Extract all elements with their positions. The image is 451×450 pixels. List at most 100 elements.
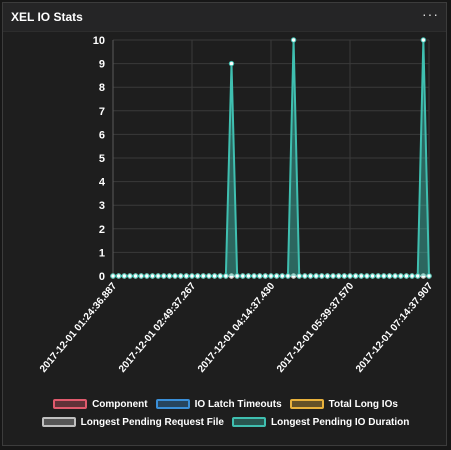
data-point-longest-pending-io-duration[interactable] bbox=[166, 273, 173, 279]
data-point-longest-pending-io-duration[interactable] bbox=[132, 273, 139, 279]
data-point-longest-pending-io-duration[interactable] bbox=[217, 273, 223, 279]
legend-swatch-component bbox=[53, 399, 88, 409]
legend-item-io-latch-timeouts[interactable]: IO Latch Timeouts bbox=[155, 398, 282, 410]
data-point-longest-pending-io-duration[interactable] bbox=[155, 273, 161, 279]
data-point-longest-pending-io-duration[interactable] bbox=[234, 273, 240, 279]
data-point-longest-pending-request-file[interactable] bbox=[420, 273, 427, 279]
legend-label-longest-pending-io-duration: Longest Pending IO Duration bbox=[271, 416, 410, 428]
data-point-longest-pending-io-duration[interactable] bbox=[358, 273, 364, 279]
data-point-longest-pending-io-duration[interactable] bbox=[183, 273, 190, 279]
data-point-longest-pending-io-duration[interactable] bbox=[127, 273, 133, 279]
y-tick-label: 0 bbox=[99, 271, 105, 283]
data-point-longest-pending-io-duration[interactable] bbox=[268, 273, 274, 279]
data-point-longest-pending-io-duration[interactable] bbox=[403, 273, 410, 279]
data-point-longest-pending-io-duration[interactable] bbox=[257, 273, 263, 279]
x-tick-label: 2017-12-01 07:14:37.907 bbox=[354, 281, 436, 375]
xel-io-stats-widget: XEL IO Stats ··· bbox=[2, 2, 447, 446]
data-point-longest-pending-io-duration[interactable] bbox=[341, 273, 348, 279]
data-point-longest-pending-io-duration[interactable] bbox=[426, 273, 432, 279]
data-point-longest-pending-io-duration[interactable] bbox=[330, 273, 336, 279]
data-point-longest-pending-io-duration[interactable] bbox=[381, 273, 387, 279]
data-point-longest-pending-io-duration[interactable] bbox=[172, 273, 178, 279]
widget-title: XEL IO Stats bbox=[11, 10, 83, 24]
data-point-longest-pending-io-duration[interactable] bbox=[279, 273, 285, 279]
y-tick-label: 8 bbox=[99, 82, 105, 94]
data-point-longest-pending-io-duration[interactable] bbox=[211, 273, 218, 279]
data-point-longest-pending-io-duration[interactable] bbox=[313, 273, 319, 279]
data-point-longest-pending-io-duration[interactable] bbox=[200, 273, 206, 279]
data-point-longest-pending-io-duration[interactable] bbox=[149, 273, 156, 279]
data-point-longest-pending-io-duration[interactable] bbox=[420, 37, 427, 43]
data-point-longest-pending-io-duration[interactable] bbox=[375, 273, 381, 279]
data-point-longest-pending-io-duration[interactable] bbox=[347, 273, 353, 279]
data-point-longest-pending-io-duration[interactable] bbox=[392, 273, 398, 279]
legend-item-component[interactable]: Component bbox=[53, 399, 148, 410]
x-tick-label: 2017-12-01 01:24:36.887 bbox=[38, 281, 120, 375]
data-point-longest-pending-io-duration[interactable] bbox=[290, 37, 297, 43]
data-point-longest-pending-io-duration[interactable] bbox=[115, 273, 122, 279]
data-point-longest-pending-io-duration[interactable] bbox=[364, 273, 370, 279]
y-tick-label: 6 bbox=[99, 129, 105, 141]
data-point-longest-pending-io-duration[interactable] bbox=[121, 273, 127, 279]
y-tick-label: 5 bbox=[99, 153, 105, 165]
data-point-longest-pending-io-duration[interactable] bbox=[194, 273, 201, 279]
legend-row-1: Component IO Latch Timeouts Total Long I… bbox=[8, 395, 443, 413]
series-longest-pending-io-duration bbox=[110, 37, 432, 279]
data-point-longest-pending-io-duration[interactable] bbox=[161, 273, 167, 279]
legend-label-io-latch-timeouts: IO Latch Timeouts bbox=[194, 398, 282, 410]
data-point-longest-pending-io-duration[interactable] bbox=[369, 273, 376, 279]
data-point-longest-pending-io-duration[interactable] bbox=[189, 273, 195, 279]
data-point-longest-pending-io-duration[interactable] bbox=[409, 273, 415, 279]
data-point-longest-pending-io-duration[interactable] bbox=[178, 273, 184, 279]
chart-legend: Component IO Latch Timeouts Total Long I… bbox=[8, 395, 443, 431]
y-tick-label: 2 bbox=[99, 224, 105, 236]
y-tick-label: 10 bbox=[93, 35, 105, 47]
data-point-longest-pending-io-duration[interactable] bbox=[307, 273, 314, 279]
y-tick-label: 4 bbox=[99, 177, 106, 189]
data-point-longest-pending-io-duration[interactable] bbox=[245, 273, 252, 279]
widget-header: XEL IO Stats ··· bbox=[3, 3, 446, 32]
data-point-longest-pending-io-duration[interactable] bbox=[352, 273, 359, 279]
data-point-longest-pending-io-duration[interactable] bbox=[223, 273, 229, 279]
y-tick-label: 9 bbox=[99, 59, 105, 71]
legend-swatch-longest-pending-io-duration bbox=[232, 417, 266, 427]
legend-label-component: Component bbox=[92, 398, 148, 410]
data-point-longest-pending-io-duration[interactable] bbox=[251, 273, 257, 279]
data-point-longest-pending-io-duration[interactable] bbox=[319, 273, 325, 279]
x-tick-label: 2017-12-01 05:39:37.570 bbox=[275, 281, 357, 375]
legend-swatch-total-long-ios bbox=[289, 399, 324, 409]
chart-series bbox=[110, 37, 432, 279]
data-point-longest-pending-io-duration[interactable] bbox=[285, 273, 291, 279]
legend-item-total-long-ios[interactable]: Total Long IOs bbox=[289, 398, 398, 410]
data-point-longest-pending-request-file[interactable] bbox=[290, 273, 297, 279]
legend-item-longest-pending-request-file[interactable]: Longest Pending Request File bbox=[41, 416, 224, 428]
data-point-longest-pending-io-duration[interactable] bbox=[144, 273, 150, 279]
data-point-longest-pending-io-duration[interactable] bbox=[206, 273, 212, 279]
data-point-longest-pending-io-duration[interactable] bbox=[302, 273, 308, 279]
data-point-longest-pending-io-duration[interactable] bbox=[262, 273, 269, 279]
y-tick-label: 7 bbox=[99, 106, 105, 118]
data-point-longest-pending-io-duration[interactable] bbox=[138, 273, 144, 279]
data-point-longest-pending-io-duration[interactable] bbox=[415, 273, 421, 279]
data-point-longest-pending-io-duration[interactable] bbox=[296, 273, 302, 279]
y-tick-label: 1 bbox=[99, 247, 105, 259]
legend-swatch-io-latch-timeouts bbox=[155, 399, 190, 409]
x-tick-label: 2017-12-01 02:49:37.267 bbox=[117, 281, 199, 375]
data-point-longest-pending-io-duration[interactable] bbox=[324, 273, 331, 279]
legend-label-total-long-ios: Total Long IOs bbox=[328, 398, 398, 410]
data-point-longest-pending-io-duration[interactable] bbox=[228, 60, 235, 67]
data-point-longest-pending-io-duration[interactable] bbox=[273, 273, 280, 279]
data-point-longest-pending-io-duration[interactable] bbox=[240, 273, 246, 279]
data-point-longest-pending-request-file[interactable] bbox=[228, 273, 235, 279]
more-horizontal-icon[interactable]: ··· bbox=[422, 6, 439, 22]
legend-label-longest-pending-request-file: Longest Pending Request File bbox=[80, 416, 224, 428]
chart-grid bbox=[112, 39, 430, 277]
data-point-longest-pending-io-duration[interactable] bbox=[110, 273, 116, 279]
data-point-longest-pending-io-duration[interactable] bbox=[336, 273, 342, 279]
data-point-longest-pending-io-duration[interactable] bbox=[398, 273, 404, 279]
legend-row-2: Longest Pending Request File Longest Pen… bbox=[8, 413, 443, 431]
data-point-longest-pending-io-duration[interactable] bbox=[386, 273, 393, 279]
legend-item-longest-pending-io-duration[interactable]: Longest Pending IO Duration bbox=[232, 417, 409, 428]
y-tick-label: 3 bbox=[99, 200, 105, 212]
